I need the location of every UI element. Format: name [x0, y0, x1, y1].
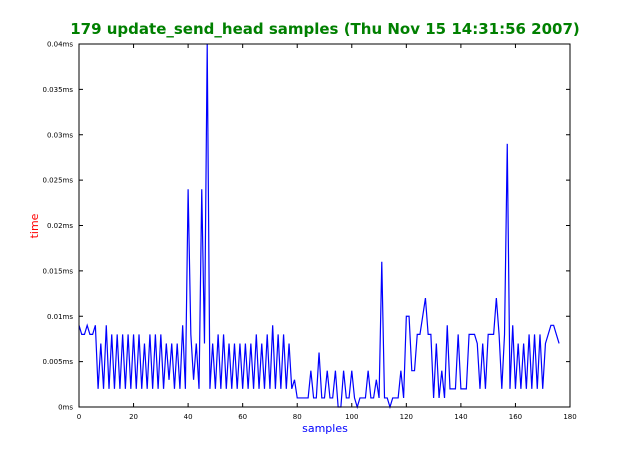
chart-title: 179 update_send_head samples (Thu Nov 15…	[70, 20, 580, 38]
y-tick-label: 0ms	[58, 404, 73, 412]
x-axis: 0 20 40 60 80 100 120 140 160 180	[77, 44, 577, 421]
y-tick-label: 0.005ms	[42, 358, 73, 366]
series-layer	[78, 43, 560, 410]
plot-frame	[78, 43, 571, 408]
y-tick-label: 0.02ms	[47, 222, 73, 230]
y-axis: 0ms 0.005ms 0.01ms 0.015ms 0.02ms 0.025ms 0.03…	[42, 41, 570, 412]
y-axis-label: time	[28, 213, 41, 238]
y-tick-label: 0.03ms	[47, 131, 73, 139]
x-tick-label: 120	[400, 413, 413, 421]
x-tick-label: 100	[345, 413, 358, 421]
y-tick-label: 0.035ms	[42, 86, 73, 94]
x-tick-label: 60	[238, 413, 247, 421]
x-tick-label: 140	[454, 413, 467, 421]
x-tick-label: 40	[184, 413, 193, 421]
x-tick-label: 80	[293, 413, 302, 421]
x-tick-label: 160	[509, 413, 522, 421]
y-tick-label: 0.015ms	[42, 267, 73, 275]
x-tick-label: 180	[563, 413, 576, 421]
plot-area: 0 20 40 60 80 100 120 140 160 180 0ms 0.005ms 0.01m…	[42, 41, 576, 422]
y-tick-label: 0.04ms	[47, 41, 73, 49]
series-line	[78, 43, 560, 410]
x-tick-label: 0	[77, 413, 81, 421]
x-axis-label: samples	[302, 422, 348, 435]
y-tick-label: 0.01ms	[47, 313, 73, 321]
x-tick-label: 20	[129, 413, 138, 421]
y-tick-label: 0.025ms	[42, 177, 73, 185]
